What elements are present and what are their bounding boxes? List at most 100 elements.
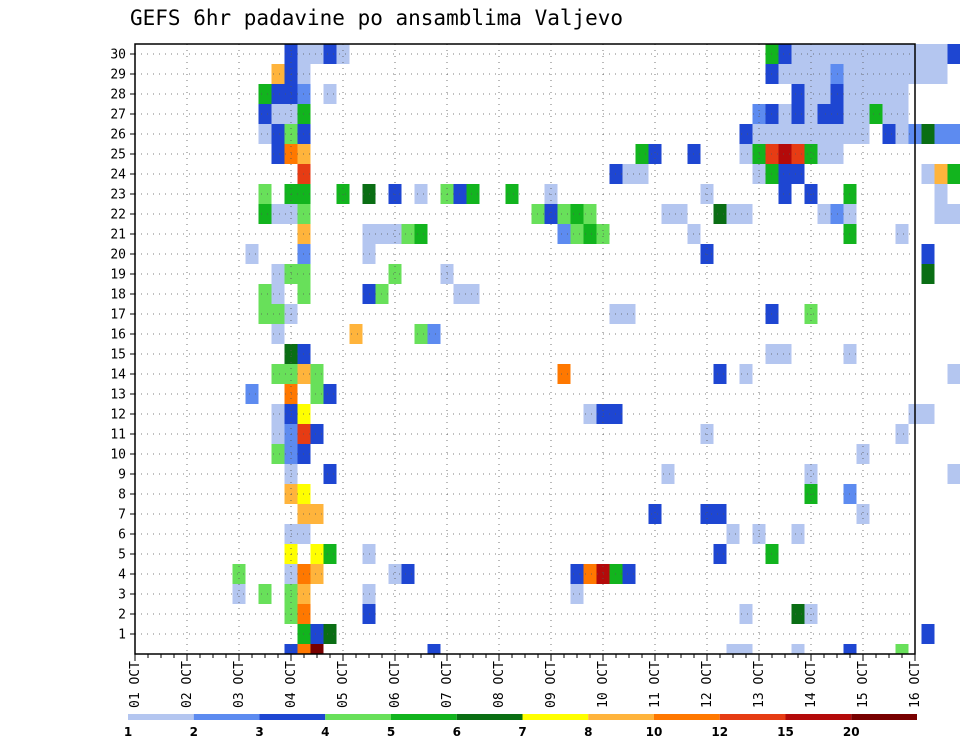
heatmap-cell: [713, 364, 727, 384]
heatmap-cell: [570, 564, 584, 584]
heatmap-cell: [271, 84, 285, 104]
y-tick-label: 10: [110, 448, 126, 463]
heatmap-cell: [895, 84, 909, 104]
heatmap-cell: [271, 304, 285, 324]
heatmap-cell: [882, 84, 896, 104]
x-tick-label: 04 OCT: [284, 661, 299, 708]
heatmap-cell: [310, 624, 324, 644]
heatmap-cell: [856, 84, 870, 104]
heatmap-cell: [934, 64, 948, 84]
heatmap-cell: [570, 204, 584, 224]
heatmap-cell: [947, 164, 960, 184]
heatmap-cell: [284, 644, 298, 654]
heatmap-cell: [856, 504, 870, 524]
heatmap-cell: [271, 64, 285, 84]
heatmap-cell: [921, 624, 935, 644]
heatmap-cell: [271, 124, 285, 144]
legend-label: 10: [646, 725, 663, 739]
x-tick-label: 01 OCT: [128, 661, 143, 708]
heatmap-cell: [258, 124, 272, 144]
y-tick-label: 11: [110, 428, 126, 443]
heatmap-cell: [817, 144, 831, 164]
heatmap-cell: [791, 524, 805, 544]
heatmap-cell: [934, 124, 948, 144]
y-tick-label: 15: [110, 348, 126, 363]
heatmap-cell: [791, 164, 805, 184]
legend-swatch: [588, 714, 654, 720]
heatmap-cell: [726, 524, 740, 544]
legend-label: 15: [777, 725, 794, 739]
heatmap-cell: [713, 544, 727, 564]
x-tick-label: 16 OCT: [908, 661, 923, 708]
x-tick-label: 09 OCT: [544, 661, 559, 708]
heatmap-cell: [544, 204, 558, 224]
y-tick-label: 17: [110, 308, 126, 323]
y-tick-label: 22: [110, 208, 126, 223]
heatmap-cell: [271, 444, 285, 464]
heatmap-cell: [882, 104, 896, 124]
heatmap-cell: [271, 204, 285, 224]
heatmap-cell: [778, 184, 792, 204]
heatmap-cell: [947, 124, 960, 144]
heatmap-cell: [557, 364, 571, 384]
heatmap-cell: [245, 244, 259, 264]
heatmap-cell: [310, 644, 324, 654]
legend-label: 7: [518, 725, 526, 739]
y-tick-label: 5: [118, 548, 126, 563]
y-tick-label: 20: [110, 248, 126, 263]
heatmap-cell: [245, 384, 259, 404]
heatmap-cell: [934, 184, 948, 204]
legend-swatch: [456, 714, 523, 720]
y-tick-label: 19: [110, 268, 126, 283]
heatmap-cell: [804, 84, 818, 104]
heatmap-cell: [414, 184, 428, 204]
x-tick-label: 02 OCT: [180, 661, 195, 708]
heatmap-cell: [817, 124, 831, 144]
heatmap-cell: [726, 644, 740, 654]
heatmap-cell: [271, 324, 285, 344]
x-tick-label: 14 OCT: [804, 661, 819, 708]
heatmap-cell: [895, 424, 909, 444]
heatmap-cell: [323, 544, 337, 564]
heatmap-cell: [804, 464, 818, 484]
x-tick-label: 06 OCT: [388, 661, 403, 708]
heatmap-cell: [791, 44, 805, 64]
y-tick-label: 24: [110, 168, 126, 183]
heatmap-cell: [739, 124, 753, 144]
heatmap-cell: [622, 164, 636, 184]
heatmap-cell: [648, 144, 662, 164]
heatmap-cell: [895, 644, 909, 654]
heatmap-cell: [557, 224, 571, 244]
heatmap-cell: [869, 104, 883, 124]
heatmap-cell: [778, 344, 792, 364]
heatmap-cell: [739, 644, 753, 654]
heatmap-cell: [258, 184, 272, 204]
y-tick-label: 18: [110, 288, 126, 303]
legend-label: 5: [387, 725, 395, 739]
heatmap-cell: [700, 504, 714, 524]
heatmap-cell: [856, 44, 870, 64]
heatmap-cell: [791, 124, 805, 144]
heatmap-cell: [635, 144, 649, 164]
heatmap-cell: [817, 44, 831, 64]
y-tick-label: 7: [118, 508, 126, 523]
x-tick-label: 05 OCT: [336, 661, 351, 708]
heatmap-cell: [947, 464, 960, 484]
legend-label: 6: [453, 725, 461, 739]
x-tick-label: 08 OCT: [492, 661, 507, 708]
heatmap-cell: [232, 584, 246, 604]
heatmap-cell: [661, 464, 675, 484]
heatmap-cell: [791, 144, 805, 164]
heatmap-cell: [310, 384, 324, 404]
heatmap-cell: [310, 44, 324, 64]
legend-swatch: [259, 714, 326, 720]
x-tick-label: 07 OCT: [440, 661, 455, 708]
heatmap-cell: [791, 64, 805, 84]
y-tick-label: 28: [110, 88, 126, 103]
heatmap-cell: [882, 64, 896, 84]
legend-label: 2: [190, 725, 198, 739]
heatmap-cell: [388, 224, 402, 244]
legend-label: 3: [255, 725, 263, 739]
heatmap-cell: [713, 504, 727, 524]
